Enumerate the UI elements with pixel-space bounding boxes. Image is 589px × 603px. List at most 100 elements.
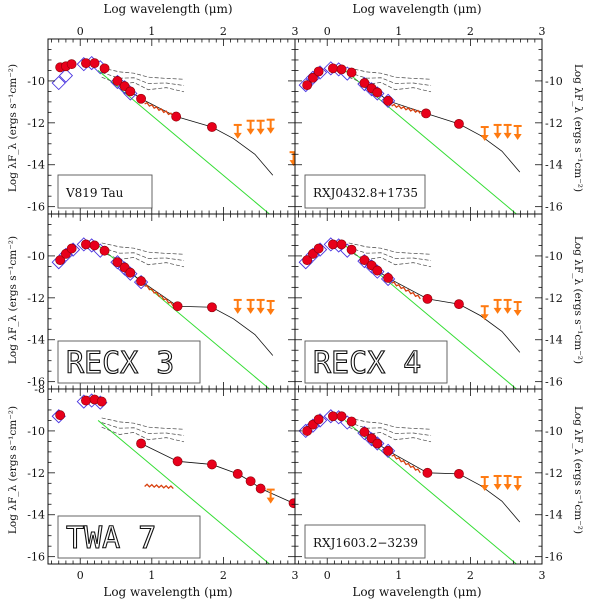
photometry-point	[372, 438, 383, 449]
x-tick-label: 3	[539, 569, 546, 582]
name-box	[57, 515, 201, 559]
object-name-label: RXJ0432.8+1735	[304, 174, 426, 209]
photometry-point	[336, 64, 347, 75]
x-tick-label: 2	[467, 569, 474, 582]
photometry-point	[302, 426, 313, 436]
x-tick-label: 0	[77, 25, 84, 38]
left-y-axis-title-bottom: Log λF_λ (ergs s⁻¹cm⁻²)	[7, 406, 19, 534]
upper-limit-arrow	[493, 474, 502, 490]
top-axis-title-right: Log wavelength (μm)	[352, 2, 481, 16]
irs-spectrum	[144, 483, 174, 490]
irs-spectrum	[144, 284, 174, 307]
photometry-point	[336, 239, 347, 250]
irs-spectrum	[144, 101, 174, 117]
median-sed-dashed-line	[101, 247, 185, 261]
plot-area	[51, 393, 295, 564]
x-tick-label: 2	[220, 25, 227, 38]
photometry-point	[313, 66, 324, 77]
photometry-point	[136, 276, 146, 286]
plot-area	[51, 237, 275, 389]
x-tick-label: 0	[324, 569, 331, 582]
photometry-point	[112, 76, 123, 86]
upper-limit-arrow	[233, 123, 242, 139]
object-name-label: RECX 3	[57, 340, 201, 384]
upper-limit-arrow	[256, 119, 265, 135]
photometry-point	[302, 255, 313, 266]
y-tick-label: -10	[545, 425, 563, 438]
photometry-point	[255, 483, 266, 494]
panel-6: -16 -14 -12 -10 0 1 2 3 RXJ1603.2−3239	[294, 388, 563, 582]
photometry-point	[81, 395, 91, 406]
photometry-point	[66, 243, 77, 254]
y-tick-label: -12	[27, 467, 45, 480]
plot-area	[298, 237, 522, 389]
y-tick-label: -12	[545, 117, 563, 130]
photometry-point	[172, 301, 183, 312]
y-tick-label: -14	[545, 334, 563, 347]
photometry-point	[302, 80, 313, 91]
disk-model-curve	[364, 431, 521, 523]
median-sed-dashed-line	[101, 422, 185, 436]
photometry-point	[207, 122, 217, 132]
photometry-point	[336, 411, 347, 422]
y-tick-label: -16	[545, 376, 563, 389]
bottom-axis-title-left: Log wavelength (μm)	[103, 585, 232, 599]
x-tick-label: 2	[467, 25, 474, 38]
median-sed-dashed-line	[101, 242, 185, 255]
svg-text:Log λF_λ (ergs s⁻¹cm⁻²): Log λF_λ (ergs s⁻¹cm⁻²)	[572, 406, 584, 534]
panel-frame	[294, 388, 543, 565]
disk-model-curve	[140, 443, 295, 505]
svg-text:Log λF_λ (ergs s⁻¹cm⁻²): Log λF_λ (ergs s⁻¹cm⁻²)	[7, 236, 19, 364]
upper-limit-arrow	[266, 299, 275, 315]
panel-3: -16 -14 -12 -10 RECX 3	[27, 213, 296, 390]
object-name: RECX 3	[66, 346, 174, 381]
left-y-axis-title-top: Log λF_λ (ergs s⁻¹cm⁻²)	[7, 64, 19, 192]
photometry-point	[372, 87, 383, 98]
y-tick-label: -14	[27, 334, 45, 347]
photometry-point	[207, 459, 217, 470]
upper-limit-arrow	[480, 476, 489, 492]
photometry-point	[232, 468, 243, 479]
upper-limit-arrow	[513, 124, 522, 140]
photometry-point	[172, 456, 183, 467]
upper-limit-arrow	[246, 298, 255, 314]
panel-1: -16 -14 -12 -10 V819 Tau	[27, 38, 296, 215]
object-name: TWA 7	[66, 521, 156, 556]
photometry-point	[422, 293, 433, 304]
panel-4: -16 -14 -12 -10 RECX 4	[294, 213, 563, 390]
median-sed-dashed-line	[348, 72, 432, 86]
y-tick-label: -14	[27, 509, 45, 522]
photometry-point	[89, 58, 100, 69]
name-box	[304, 340, 448, 384]
photometry-point	[454, 468, 464, 479]
top-axis-title-left: Log wavelength (μm)	[103, 2, 232, 16]
x-tick-label: 3	[292, 25, 299, 38]
model-photosphere-point	[58, 68, 74, 83]
upper-limit-arrow	[256, 298, 265, 314]
median-sed-dashed-line	[101, 67, 185, 80]
y-tick-label: -12	[27, 292, 45, 305]
x-tick-label: 3	[539, 25, 546, 38]
y-tick-label: -10	[545, 250, 563, 263]
y-tick-label: -10	[27, 425, 45, 438]
median-sed-dashed-line	[348, 417, 432, 430]
upper-limit-arrow	[266, 488, 275, 504]
y-tick-label: -12	[545, 292, 563, 305]
x-tick-label: 1	[395, 25, 402, 38]
y-tick-label: -12	[545, 467, 563, 480]
photometry-point	[346, 67, 357, 78]
y-tick-label: -14	[27, 159, 45, 172]
svg-text:Log λF_λ (ergs s⁻¹cm⁻²): Log λF_λ (ergs s⁻¹cm⁻²)	[572, 64, 584, 192]
photometry-point	[313, 414, 324, 425]
irs-spectrum	[391, 281, 421, 300]
top-axis-tick-labels: 0 1 2 3 0 1 2 3	[77, 25, 546, 38]
x-tick-label: 1	[148, 569, 155, 582]
photometry-point	[136, 93, 146, 104]
upper-limit-arrow	[233, 298, 242, 314]
name-box	[57, 174, 153, 209]
y-tick-label: -16	[27, 376, 45, 389]
photometry-point	[288, 498, 295, 509]
upper-limit-arrow	[513, 476, 522, 492]
x-tick-label: 1	[395, 569, 402, 582]
photometry-point	[81, 58, 91, 69]
